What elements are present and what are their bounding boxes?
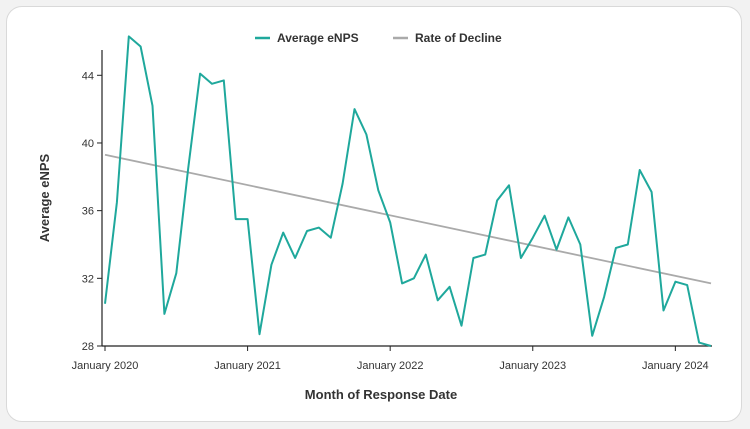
x-tick-label: January 2022	[357, 360, 424, 372]
chart-card	[6, 6, 742, 422]
series-line-rate-of-decline	[104, 153, 712, 285]
series-layer	[104, 35, 712, 347]
x-axis-title: Month of Response Date	[305, 387, 457, 402]
legend-label-decline: Rate of Decline	[415, 31, 502, 45]
series-line-average-enps	[104, 35, 712, 347]
y-axis-title: Average eNPS	[37, 153, 52, 242]
x-tick-label: January 2023	[499, 360, 566, 372]
legend: Average eNPS Rate of Decline	[255, 31, 502, 45]
y-tick-label: 28	[82, 341, 94, 353]
y-tick-label: 32	[82, 273, 94, 285]
y-tick-label: 40	[82, 138, 94, 150]
y-tick-label: 36	[82, 206, 94, 218]
x-tick-label: January 2021	[214, 360, 281, 372]
legend-label-enps: Average eNPS	[277, 31, 359, 45]
x-ticks: January 2020 January 2021 January 2022 Janu…	[72, 346, 709, 372]
x-tick-label: January 2024	[642, 360, 709, 372]
y-tick-label: 44	[82, 70, 94, 82]
y-ticks: 28 32 36 40 44	[82, 70, 102, 353]
x-tick-label: January 2020	[72, 360, 139, 372]
